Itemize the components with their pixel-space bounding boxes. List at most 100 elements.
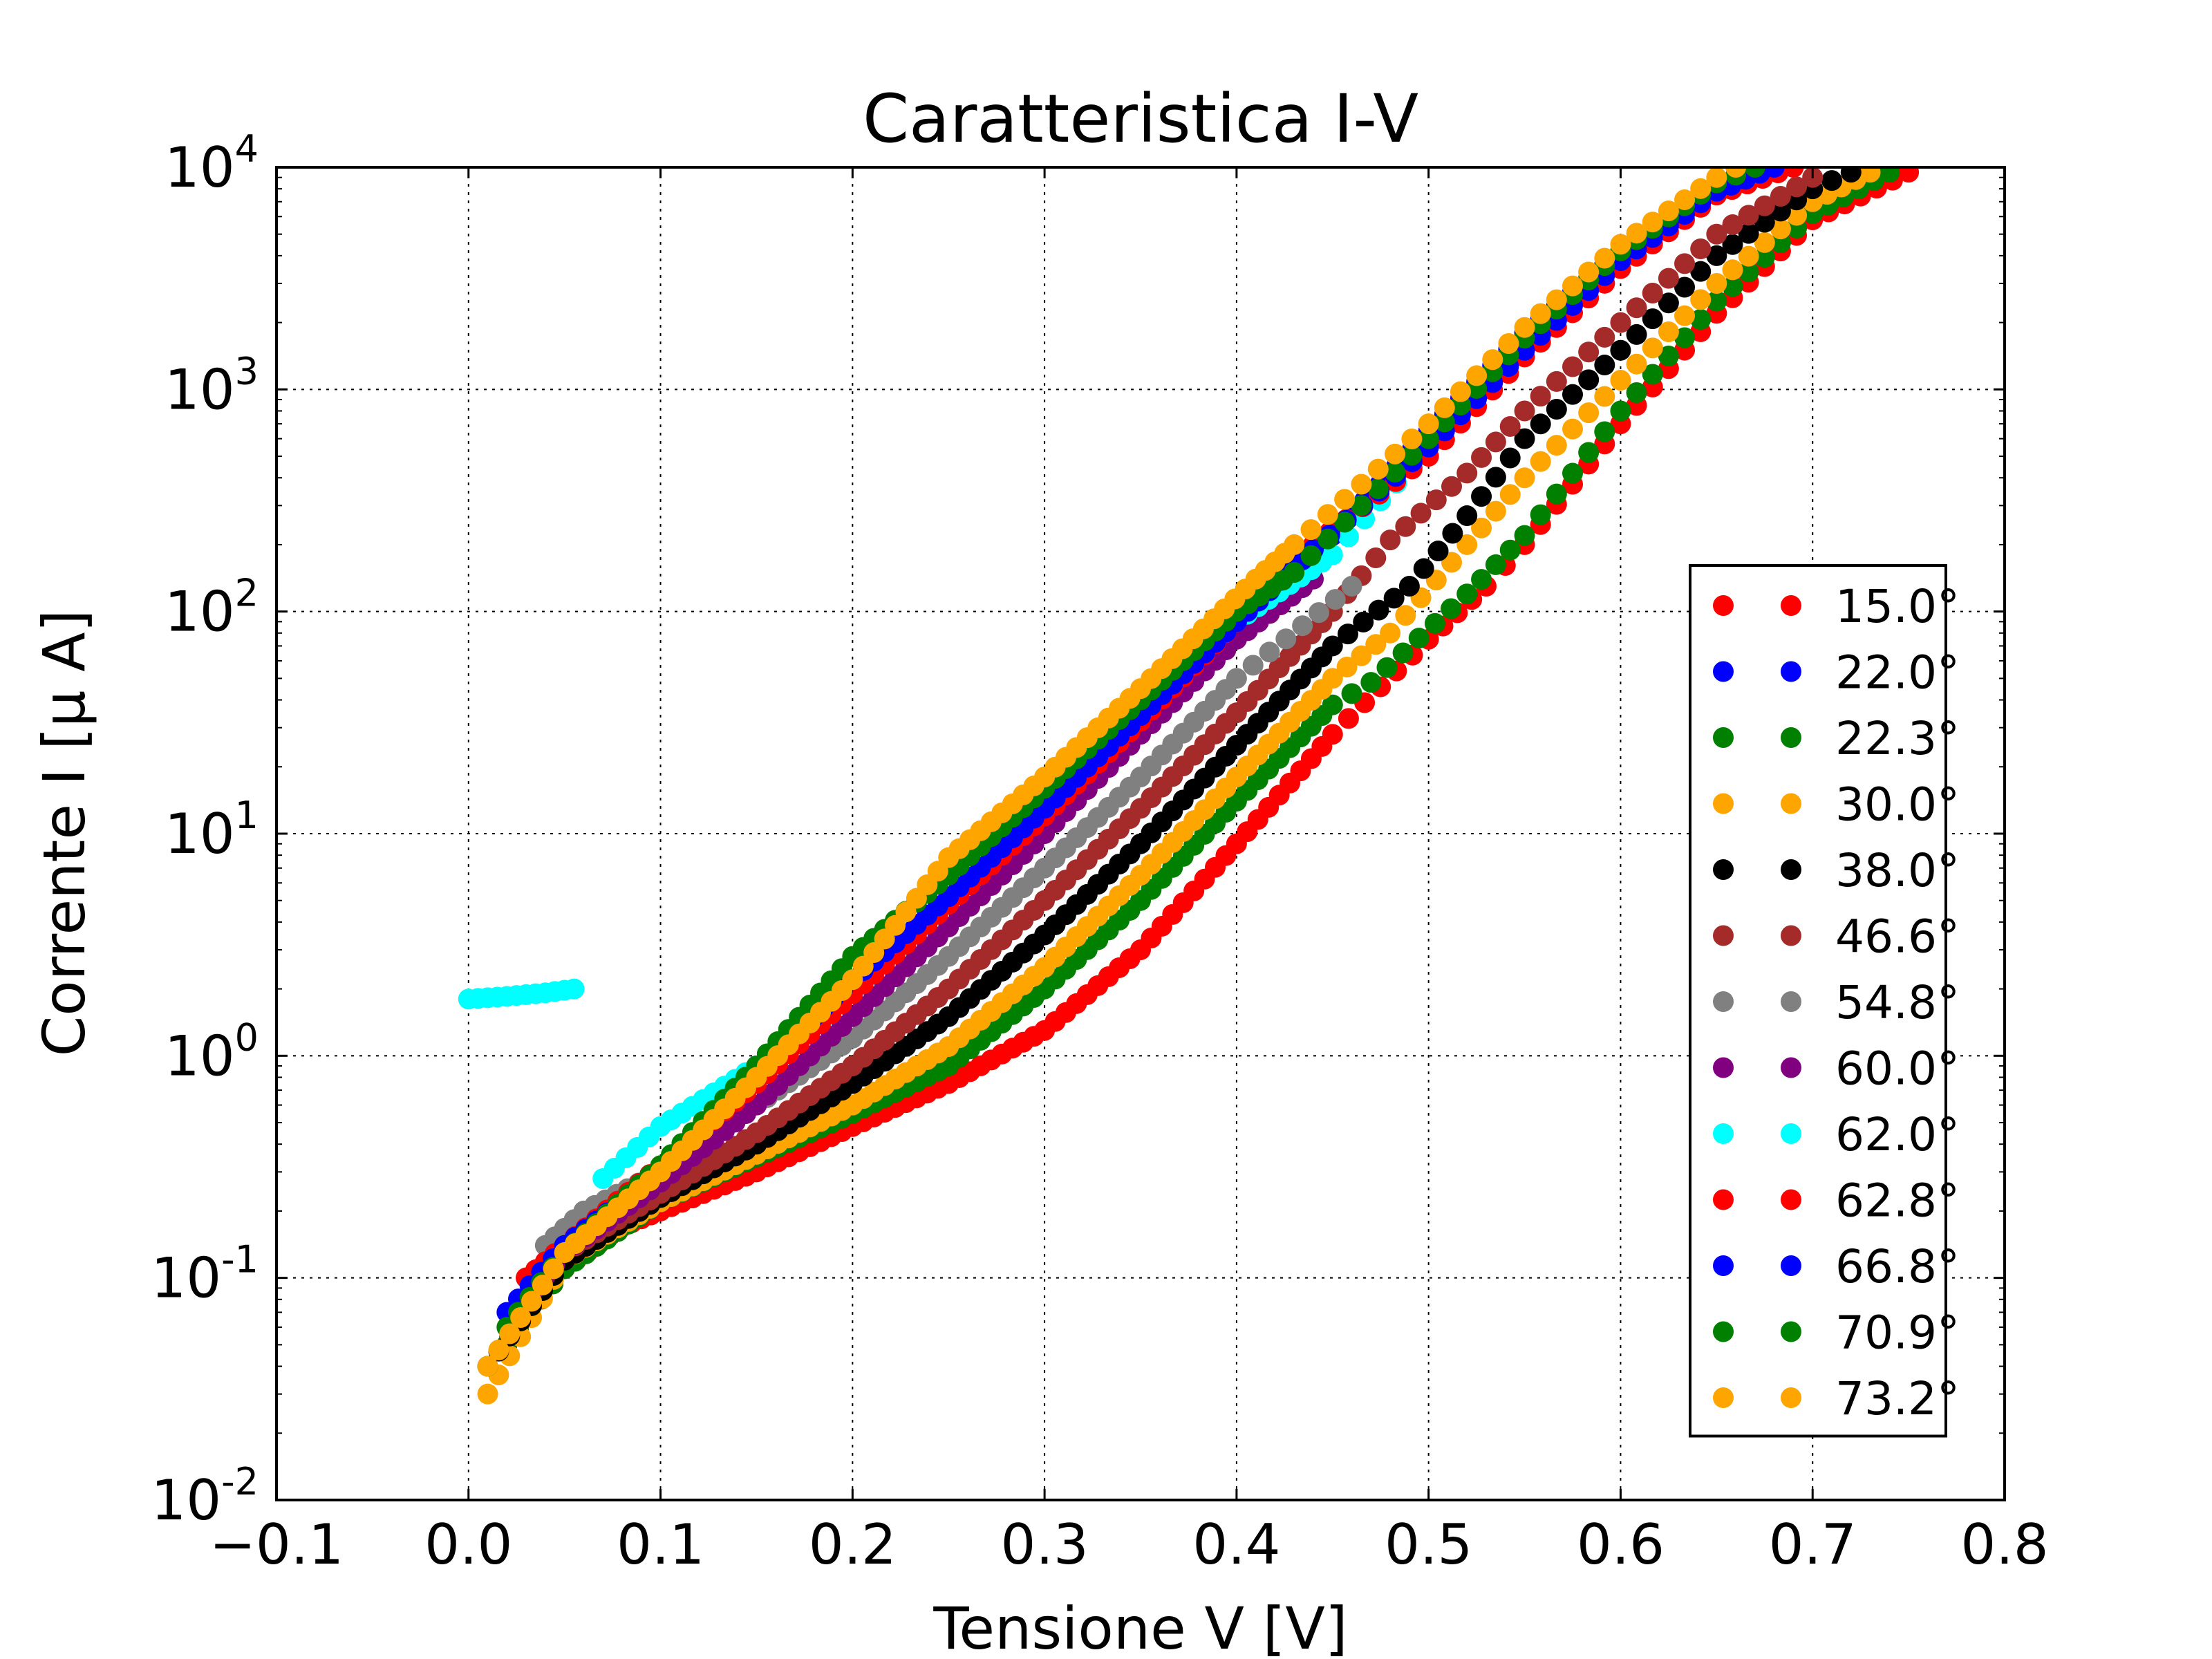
data-point <box>1722 276 1743 297</box>
y-tick-label: 10-2 <box>151 1460 259 1533</box>
x-tick-label: 0.8 <box>1960 1512 2048 1577</box>
data-point <box>1300 519 1322 541</box>
data-point <box>1413 558 1434 579</box>
data-point <box>1642 212 1663 233</box>
legend-marker <box>1781 793 1801 814</box>
data-point <box>1840 167 1862 183</box>
data-point <box>1658 200 1679 222</box>
data-point <box>1392 642 1414 664</box>
x-tick-label: 0.5 <box>1385 1512 1472 1577</box>
legend-marker <box>1713 991 1734 1012</box>
legend-marker <box>1781 859 1801 880</box>
data-point <box>1859 167 1881 183</box>
data-point <box>1610 370 1631 391</box>
y-tick-label: 102 <box>165 572 259 644</box>
data-point <box>1410 503 1432 524</box>
data-point <box>1754 247 1775 268</box>
data-point <box>1690 308 1712 330</box>
data-point <box>1546 371 1567 392</box>
legend-marker <box>1713 661 1734 682</box>
data-point <box>1351 495 1372 516</box>
data-point <box>1336 657 1358 677</box>
data-point <box>1706 223 1727 245</box>
y-tick-label: 100 <box>165 1015 259 1088</box>
y-tick-label: 10-1 <box>151 1238 259 1311</box>
x-tick-label: 0.2 <box>809 1512 897 1577</box>
legend-marker <box>1781 1123 1801 1144</box>
data-point <box>1642 308 1663 330</box>
legend-label: 30.0° <box>1835 778 1960 832</box>
data-point <box>1738 223 1759 244</box>
data-point <box>1722 214 1743 236</box>
legend-label: 46.6° <box>1835 910 1960 964</box>
data-point <box>1594 386 1615 407</box>
data-point <box>1456 505 1478 527</box>
data-point <box>1546 483 1567 505</box>
data-point <box>1514 317 1535 338</box>
x-axis-label: Tensione V [V] <box>932 1595 1347 1659</box>
legend-label: 62.8° <box>1835 1174 1960 1228</box>
data-point <box>1499 415 1521 437</box>
legend-marker <box>1781 1057 1801 1078</box>
data-point <box>1562 384 1583 405</box>
data-point <box>1322 544 1343 565</box>
y-tick-label: 104 <box>165 127 259 200</box>
data-point <box>1690 178 1712 199</box>
data-point <box>1546 398 1567 420</box>
data-point <box>1674 189 1696 210</box>
data-point <box>1738 261 1759 283</box>
legend-marker <box>1713 1321 1734 1342</box>
axis-ticks: −0.1 0.0 0.1 0.2 0.3 0.4 0.5 0.6 0.7 0.8 10-2 10-1 1… <box>151 127 2048 1577</box>
data-point <box>1690 289 1712 310</box>
data-point <box>1383 588 1405 609</box>
data-point <box>1514 467 1535 489</box>
data-point <box>1334 489 1356 510</box>
legend-label: 62.0° <box>1835 1108 1960 1161</box>
data-point <box>1300 545 1322 566</box>
data-point <box>1594 326 1615 348</box>
data-point <box>1610 400 1631 422</box>
data-point <box>1610 339 1631 361</box>
data-point <box>1499 539 1521 561</box>
y-tick-label: 103 <box>165 349 259 422</box>
data-point <box>1783 167 1804 178</box>
x-tick-label: 0.4 <box>1192 1512 1280 1577</box>
data-point <box>1385 443 1406 465</box>
legend-label: 15.0° <box>1835 580 1960 633</box>
data-point <box>1610 312 1631 333</box>
data-point <box>1626 353 1647 375</box>
y-axis-label: Corrente I [μ A] <box>30 610 98 1057</box>
data-point <box>1317 528 1338 550</box>
data-point <box>1722 259 1743 281</box>
data-point <box>1398 576 1420 597</box>
data-point <box>1292 615 1313 637</box>
data-point <box>1658 268 1679 289</box>
data-point <box>1674 327 1696 348</box>
data-point <box>1456 534 1478 555</box>
data-point <box>1626 382 1647 403</box>
data-point <box>1351 645 1372 666</box>
data-point <box>1562 418 1583 440</box>
data-point <box>1275 628 1297 650</box>
data-point <box>1424 612 1445 634</box>
data-point <box>1471 447 1492 468</box>
data-point <box>1770 186 1791 207</box>
data-point <box>1546 435 1567 456</box>
data-point <box>1690 261 1712 282</box>
data-point <box>1514 525 1535 546</box>
legend-label: 38.0° <box>1835 844 1960 897</box>
data-point <box>1376 657 1398 678</box>
data-point <box>1578 402 1600 424</box>
data-point <box>1546 289 1567 310</box>
data-point <box>1338 708 1359 729</box>
data-point <box>1380 622 1401 644</box>
data-point <box>510 1307 532 1329</box>
data-point <box>1360 672 1382 693</box>
data-point <box>1425 489 1447 511</box>
data-point <box>1499 484 1521 505</box>
data-point <box>1514 428 1535 449</box>
data-point <box>1562 462 1583 484</box>
data-point <box>1642 337 1663 359</box>
data-point <box>1738 205 1759 226</box>
data-point <box>1770 200 1791 222</box>
